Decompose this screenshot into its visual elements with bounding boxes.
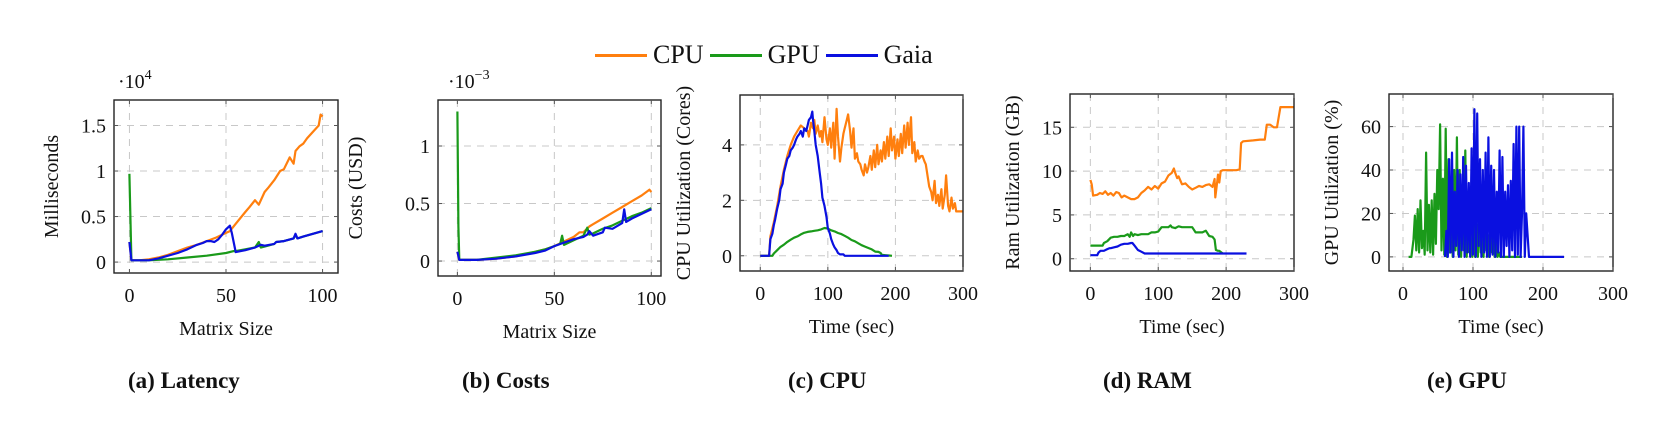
legend-label-gaia: Gaia [883, 40, 933, 69]
x-tick-label: 50 [544, 288, 564, 310]
y-tick-label: 20 [1361, 203, 1381, 225]
y-tick-label: 4 [722, 135, 732, 157]
legend-entry-gpu: GPU [709, 40, 820, 70]
y-tick-label: 1 [96, 161, 106, 183]
legend-label-cpu: CPU [653, 40, 704, 69]
legend: CPU GPU Gaia [595, 38, 939, 72]
y-tick-label: 15 [1042, 117, 1062, 139]
caption-cpu: (c) CPU [788, 368, 867, 393]
x-axis-label: Time (sec) [1139, 316, 1224, 338]
x-tick-label: 300 [1279, 283, 1309, 305]
x-tick-label: 0 [755, 283, 765, 305]
multiplier-exponent: −3 [475, 68, 490, 83]
series-line-cpu [760, 107, 963, 257]
y-tick-label: 0 [420, 251, 430, 273]
y-tick-label: 0 [722, 246, 732, 268]
x-axis-label: Matrix Size [503, 321, 597, 343]
legend-swatch-gaia [825, 53, 878, 57]
x-tick-label: 0 [452, 288, 462, 310]
series-line-gpu [760, 226, 893, 257]
caption-latency: (a) Latency [128, 368, 240, 393]
legend-entry-cpu: CPU [595, 40, 704, 70]
axes-frame [1388, 93, 1614, 272]
x-tick-label: 100 [308, 285, 338, 307]
chart-latency: 0 50 100 0 0.5 1 1.5 Matrix Size Milliseconds ·10… [41, 68, 339, 340]
x-tick-label: 100 [813, 283, 843, 305]
x-tick-label: 300 [1598, 283, 1628, 305]
y-multiplier-label: ·10−3 [448, 68, 490, 93]
y-tick-label: 1 [420, 136, 430, 158]
multiplier-exponent: 4 [145, 68, 152, 83]
y-tick-label: 1.5 [81, 115, 106, 137]
y-tick-label: 2 [722, 190, 732, 212]
axes-frame [739, 94, 964, 272]
x-axis-label: Time (sec) [809, 316, 894, 338]
legend-entry-gaia: Gaia [825, 40, 933, 70]
x-tick-label: 300 [948, 283, 978, 305]
x-tick-label: 200 [880, 283, 910, 305]
x-tick-label: 50 [216, 285, 236, 307]
y-tick-label: 40 [1361, 160, 1381, 182]
y-tick-label: 0 [1052, 249, 1062, 271]
series-line-gpu [456, 111, 652, 261]
y-axis-label: Ram Utilization (GB) [1002, 95, 1024, 269]
y-axis-label: GPU Utilization (%) [1321, 100, 1343, 266]
legend-swatch-cpu [595, 53, 647, 57]
y-tick-label: 10 [1042, 161, 1062, 183]
x-axis-label: Time (sec) [1458, 316, 1543, 338]
chart-cpu: 0 100 200 300 0 2 4 Time (sec) CPU Utilization (… [673, 86, 978, 338]
series-line-cpu [128, 113, 324, 262]
x-tick-label: 0 [1398, 283, 1408, 305]
y-axis-label: CPU Utilization (Cores) [673, 86, 695, 280]
y-axis-label: Milliseconds [41, 135, 63, 239]
x-axis-label: Matrix Size [179, 318, 273, 340]
caption-ram: (d) RAM [1103, 368, 1192, 393]
y-tick-label: 0 [1371, 247, 1381, 269]
series-line-gaia [456, 208, 652, 261]
y-multiplier-label: ·104 [118, 68, 152, 93]
x-tick-label: 100 [1143, 283, 1173, 305]
x-tick-label: 0 [1085, 283, 1095, 305]
y-tick-label: 0.5 [405, 194, 430, 216]
y-tick-label: 0 [96, 252, 106, 274]
x-tick-label: 200 [1211, 283, 1241, 305]
y-axis-label: Costs (USD) [345, 137, 367, 240]
caption-gpu: (e) GPU [1427, 368, 1507, 393]
series-line-gaia [1090, 241, 1247, 257]
legend-label-gpu: GPU [767, 40, 820, 69]
multiplier-base: ·10 [118, 71, 145, 93]
series-line-cpu [1089, 105, 1294, 201]
y-tick-label: 0.5 [81, 207, 106, 229]
legend-swatch-gpu [709, 53, 762, 57]
multiplier-base: ·10 [448, 71, 475, 93]
axes-frame [1069, 93, 1295, 272]
caption-costs: (b) Costs [462, 368, 550, 393]
series-line-gaia [760, 110, 889, 257]
series-line-gaia [128, 224, 323, 262]
chart-ram: 0 100 200 300 0 5 10 15 Time (sec) Ram Utilizatio… [1002, 93, 1309, 338]
y-tick-label: 60 [1361, 117, 1381, 139]
x-tick-label: 200 [1528, 283, 1558, 305]
chart-gpu: 0 100 200 300 0 20 40 60 Time (sec) GPU Utilizati… [1321, 93, 1628, 338]
axes-frame [437, 99, 662, 277]
x-tick-label: 0 [124, 285, 134, 307]
x-tick-label: 100 [1458, 283, 1488, 305]
chart-costs: 0 50 100 0 0.5 1 Matrix Size Costs (USD) ·10−3 [345, 68, 666, 343]
y-tick-label: 5 [1052, 205, 1062, 227]
x-tick-label: 100 [636, 288, 666, 310]
series-line-gpu [1090, 224, 1224, 255]
series-line-gaia [1443, 108, 1564, 258]
